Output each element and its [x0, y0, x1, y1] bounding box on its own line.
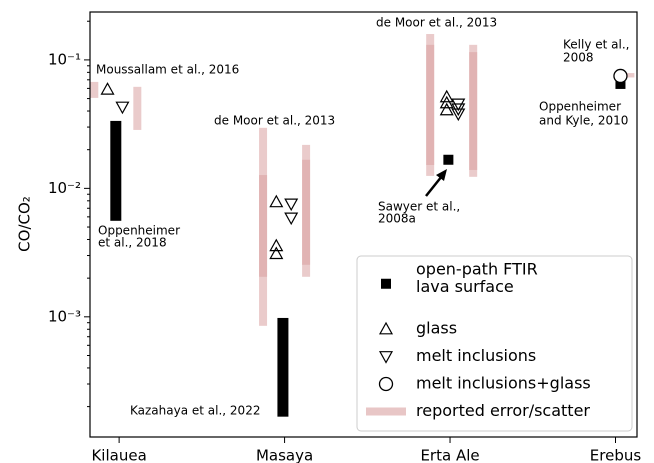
annotation: Oppenheimer — [539, 100, 621, 114]
annotation: Sawyer et al., — [378, 200, 460, 214]
legend-label: open-path FTIR — [416, 260, 538, 279]
annotation: de Moor et al., 2013 — [214, 114, 335, 128]
error-band — [302, 159, 311, 265]
annotation: 2008 — [563, 51, 594, 65]
error-band — [133, 86, 142, 130]
annotation: Moussallam et al., 2016 — [96, 63, 239, 77]
annotation: 2008a — [378, 212, 416, 226]
error-band — [259, 175, 268, 277]
x-tick-label: Erta Ale — [420, 447, 479, 463]
triangle-up-marker — [269, 238, 284, 252]
triangle-up-marker — [100, 82, 115, 95]
triangle-down-marker — [378, 351, 394, 364]
y-tick-label: 10⁻³ — [48, 307, 81, 325]
y-tick-label: 10⁻² — [48, 179, 81, 197]
legend-label: melt inclusions+glass — [416, 374, 591, 393]
circle-marker — [613, 68, 628, 84]
legend-label: glass — [416, 319, 457, 338]
arrow-head — [436, 169, 447, 181]
error-band — [469, 52, 478, 170]
arrow — [425, 175, 443, 197]
annotation: Kelly et al., — [563, 38, 629, 52]
square-marker — [443, 154, 454, 165]
triangle-up-marker — [439, 89, 454, 103]
triangle-down-marker — [284, 212, 299, 226]
square-marker — [381, 278, 391, 289]
x-tick-label: Erebus — [590, 447, 642, 463]
annotation: de Moor et al., 2013 — [376, 16, 497, 30]
triangle-up-marker — [269, 194, 284, 208]
plot — [90, 34, 635, 417]
x-tick-label: Masaya — [256, 447, 313, 463]
range-bar — [110, 120, 122, 221]
triangle-down-marker — [115, 101, 130, 115]
x-tick-label: Kilauea — [91, 447, 146, 463]
range-bar — [277, 317, 289, 417]
error-band — [426, 44, 435, 166]
legend-label: melt inclusions — [416, 346, 536, 365]
y-tick-label: 10⁻¹ — [48, 50, 81, 68]
error-band — [626, 73, 635, 78]
triangle-up-marker — [439, 95, 454, 109]
triangle-up-marker — [439, 102, 454, 116]
triangle-up-marker — [269, 246, 284, 260]
annotation: Oppenheimer — [98, 224, 180, 238]
legend-label: lava surface — [416, 277, 514, 296]
legend-label: reported error/scatter — [416, 401, 590, 420]
error-band — [90, 81, 99, 98]
triangle-up-marker — [378, 321, 394, 335]
square-marker — [615, 78, 626, 89]
annotation: et al., 2018 — [98, 236, 167, 250]
triangle-down-marker — [284, 198, 299, 212]
plot-frame — [89, 11, 638, 438]
triangle-down-marker — [451, 108, 466, 122]
y-axis-label: CO/CO₂ — [16, 196, 34, 252]
legend-box — [356, 255, 633, 432]
annotation: Kazahaya et al., 2022 — [130, 404, 260, 418]
circle-marker — [378, 376, 394, 392]
annotation: and Kyle, 2010 — [539, 114, 628, 128]
band-marker — [366, 407, 406, 416]
